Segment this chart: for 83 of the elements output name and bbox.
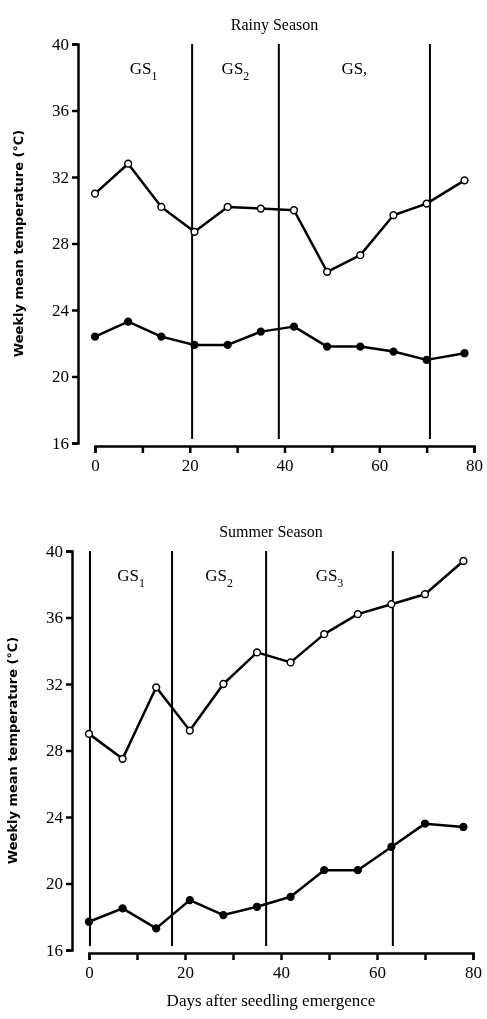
point [422, 355, 431, 364]
point [320, 866, 329, 875]
x-tick-label: 80 [465, 963, 482, 983]
x-tick-label: 20 [177, 963, 194, 983]
point [420, 819, 430, 828]
y-axis-title: Weekly mean temperature (℃) [11, 129, 26, 358]
point [157, 202, 166, 212]
point [460, 176, 469, 185]
point [219, 679, 228, 689]
point [353, 610, 362, 619]
y-tick-label: 40 [46, 541, 63, 561]
y-tick-label: 28 [46, 741, 63, 761]
point [84, 729, 94, 738]
point [356, 342, 365, 351]
point [118, 754, 127, 763]
point [422, 199, 431, 208]
x-tick-label: 60 [371, 456, 389, 476]
point [459, 556, 468, 566]
point [286, 658, 295, 667]
chart-title: Rainy Season [230, 16, 319, 34]
y-tick-label: 16 [52, 433, 69, 453]
point [289, 206, 299, 215]
x-axis-title: Days after seedling emergence [166, 991, 376, 1010]
point [356, 251, 365, 260]
point [459, 822, 468, 832]
point [157, 332, 166, 341]
x-tick-label: 80 [466, 456, 483, 476]
x-tick-label: 0 [85, 963, 94, 983]
y-axis-title: Weekly mean temperature (℃) [5, 636, 20, 865]
y-tick-label: 24 [46, 807, 64, 827]
point [353, 866, 362, 875]
x-tick-label: 0 [91, 456, 100, 476]
point [252, 902, 262, 911]
y-tick-label: 16 [46, 940, 63, 960]
chart-title: Summer Season [219, 523, 323, 540]
point [286, 892, 295, 901]
point [289, 322, 299, 331]
point [185, 896, 194, 905]
y-tick-label: 36 [46, 608, 63, 628]
point [124, 159, 133, 168]
annotation: GS$_{3}$ [315, 565, 344, 590]
point [223, 202, 232, 212]
point [252, 648, 262, 657]
point [323, 342, 332, 351]
point [389, 211, 398, 220]
y-tick-label: 24 [52, 300, 70, 320]
point [84, 917, 94, 926]
point [152, 924, 161, 933]
point [256, 327, 265, 336]
x-tick-label: 40 [276, 456, 294, 476]
point [387, 842, 396, 852]
point [320, 630, 329, 639]
x-tick-label: 40 [273, 963, 290, 983]
y-tick-label: 40 [52, 34, 69, 54]
y-tick-label: 36 [52, 101, 69, 121]
point [124, 317, 133, 326]
point [323, 267, 332, 276]
y-tick-label: 28 [52, 234, 69, 254]
point [90, 189, 100, 198]
point [118, 904, 127, 913]
point [256, 204, 265, 213]
y-tick-label: 32 [52, 167, 69, 187]
y-tick-label: 20 [46, 874, 63, 894]
annotation: GS$_{2}$ [221, 58, 250, 83]
point [460, 349, 469, 358]
point [90, 332, 100, 341]
point [389, 347, 398, 356]
point [223, 340, 232, 350]
x-tick-label: 20 [181, 456, 199, 476]
point [190, 340, 199, 350]
y-tick-label: 20 [52, 367, 69, 387]
annotation: GS, [341, 58, 368, 78]
x-tick-label: 60 [369, 963, 386, 983]
point [420, 590, 430, 599]
point [152, 683, 161, 692]
annotation: GS$_{1}$ [129, 58, 158, 83]
annotation: GS$_{2}$ [205, 565, 233, 590]
point [219, 910, 228, 920]
point [185, 726, 194, 735]
point [387, 600, 396, 609]
point [190, 227, 199, 236]
annotation: GS$_{1}$ [117, 565, 145, 590]
y-tick-label: 32 [46, 674, 63, 694]
